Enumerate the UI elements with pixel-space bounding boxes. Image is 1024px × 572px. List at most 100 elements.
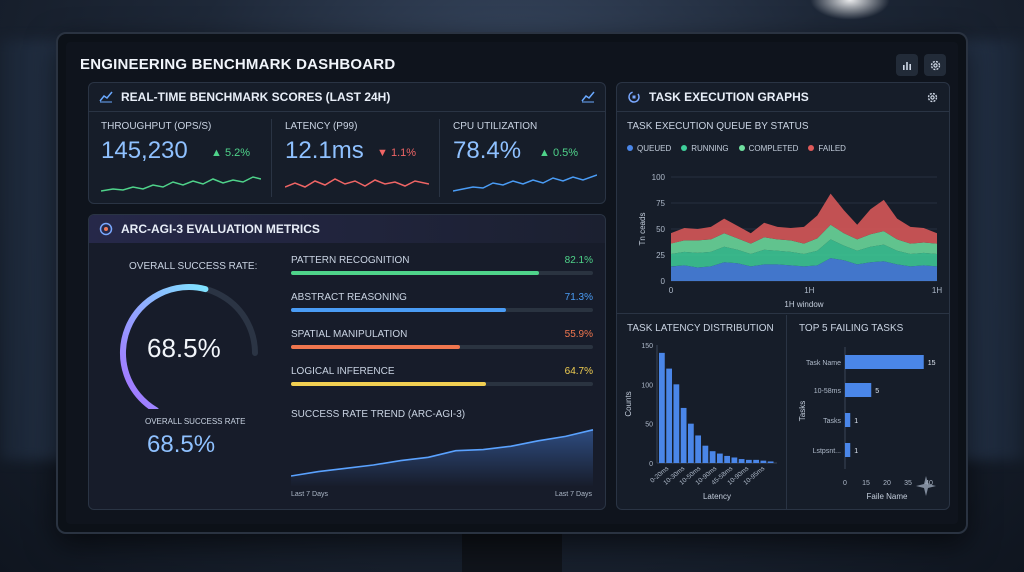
x-tick-label: 1H (932, 286, 942, 295)
trend-line-icon[interactable] (581, 91, 595, 103)
series-area-running (671, 239, 937, 268)
overall-success-value-secondary: 68.5% (147, 431, 216, 458)
failing-bar (845, 355, 924, 369)
trend-x-left: Last 7 Days (291, 491, 328, 498)
metric-label: LATENCY (P99) (285, 121, 358, 132)
metric-delta-value: 5.2% (224, 147, 251, 159)
divider (617, 111, 949, 112)
metric-bar-track (291, 308, 593, 312)
legend-label: FAILED (818, 143, 846, 153)
series-area-queued (671, 258, 937, 281)
metric-bar-fill (291, 308, 507, 312)
bar-value-label: 1 (854, 448, 858, 455)
gauge-fill (119, 284, 209, 409)
x-axis-label: Faile Name (867, 492, 908, 501)
latency-histogram: 1501005000-20ms10-30ms10-50ms10-90ms45-5… (624, 343, 777, 501)
category-label: Lstpsnt... (813, 448, 841, 455)
legend-label: QUEUED (637, 143, 672, 153)
histogram-bar (709, 451, 716, 463)
success-trend-chart (291, 429, 594, 487)
monitor-stand (462, 532, 562, 572)
throughput-sparkline (101, 176, 261, 192)
sparkle-icon (916, 476, 936, 496)
legend-label: COMPLETED (748, 143, 799, 153)
metric-delta-value: 0.5% (552, 147, 579, 159)
y-tick-label: 100 (641, 382, 653, 389)
x-axis-label: 1H window (784, 300, 823, 309)
category-label: Task Name (806, 360, 841, 367)
metric-delta-value: 1.1% (390, 147, 417, 159)
metric-bar-track (291, 382, 593, 386)
metric-bar-fill (291, 382, 487, 386)
metric-label: CPU UTILIZATION (453, 121, 538, 132)
metric-bar-value: 71.3% (564, 292, 593, 303)
legend-item: COMPLETED (738, 143, 799, 153)
metric-bar-track (291, 345, 593, 349)
y-tick-label: 50 (656, 225, 665, 234)
category-label: 10-58ms (814, 388, 842, 395)
y-tick-label: 0 (649, 461, 653, 468)
histogram-bar (760, 460, 767, 463)
chart-view-button[interactable] (896, 54, 918, 76)
legend-item: FAILED (808, 144, 846, 153)
failing-chart-panel: TOP 5 FAILING TASKS Task Name 15 10-58ms 5 T… (789, 315, 949, 509)
divider (89, 111, 605, 112)
ceiling-light (810, 0, 890, 20)
settings-button[interactable] (924, 54, 946, 76)
histogram-bar (738, 459, 745, 463)
queue-area-chart: 100 75 50 25 00 1H 1H 1H window Tn ceads (638, 173, 942, 309)
histogram-bar (659, 352, 665, 463)
failing-bar (845, 413, 851, 427)
legend-swatch (738, 145, 745, 151)
arc-panel-header: ARC-AGI-3 EVALUATION METRICS (89, 215, 605, 243)
bar-value-label: 5 (875, 388, 879, 395)
metric-bar-fill (291, 271, 539, 275)
y-tick-label: 0 (661, 277, 666, 286)
trend-line-icon (99, 91, 113, 103)
y-axis-label: Counts (624, 391, 633, 416)
x-tick-label: 15 (862, 480, 870, 487)
realtime-panel: REAL-TIME BENCHMARK SCORES (LAST 24H) TH… (88, 82, 606, 204)
metric-delta: ▲ 5.2% (211, 147, 250, 159)
x-tick-label: 40 (925, 480, 933, 487)
metric-label: THROUGHPUT (OPS/S) (101, 121, 212, 132)
trend-area (291, 429, 593, 487)
arrow-up-icon: ▲ (211, 147, 225, 159)
trend-x-right: Last 7 Days (555, 491, 592, 498)
bar-value-label: 15 (928, 360, 936, 367)
histogram-bar (731, 457, 738, 463)
failing-bar (845, 443, 851, 457)
metric-bar-label: PATTERN RECOGNITION (291, 255, 410, 266)
arc-panel-title: ARC-AGI-3 EVALUATION METRICS (121, 222, 320, 236)
legend-item: RUNNING (681, 143, 729, 153)
latency-sparkline (285, 178, 429, 188)
bar-value-label: 1 (854, 418, 858, 425)
histogram-bar (702, 445, 709, 463)
dashboard-screen: ENGINEERING BENCHMARK DASHBOARD REAL-TIM… (66, 42, 958, 524)
realtime-panel-title: REAL-TIME BENCHMARK SCORES (LAST 24H) (121, 90, 391, 104)
queue-chart-title: TASK EXECUTION QUEUE BY STATUS (627, 121, 809, 132)
metric-bar-value: 82.1% (564, 255, 593, 266)
overall-success-label: OVERALL SUCCESS RATE: (129, 261, 258, 272)
histogram-bar (724, 455, 730, 463)
metric-delta: ▲ 0.5% (539, 147, 578, 159)
legend-item: QUEUED (627, 144, 671, 153)
legend-swatch (808, 145, 815, 151)
metric-bar-value: 64.7% (564, 366, 593, 377)
histogram-bar (666, 368, 672, 463)
metric-value: 145,230 (101, 137, 188, 164)
failing-tasks-chart: Task Name 15 10-58ms 5 Tasks 1 Lstpsnt... 1 0 15 2… (798, 347, 936, 501)
legend-label: RUNNING (691, 143, 729, 153)
metric-bar-value: 55.9% (564, 329, 593, 340)
y-tick-label: 50 (645, 422, 653, 429)
x-tick-label: 20 (883, 480, 891, 487)
brain-icon (99, 222, 113, 236)
task-panel-title: TASK EXECUTION GRAPHS (649, 90, 809, 104)
queue-legend: QUEUED RUNNING COMPLETED FAILED (627, 138, 856, 156)
x-axis-label: Latency (703, 492, 731, 501)
gear-icon[interactable] (926, 91, 939, 104)
metric-bar-label: LOGICAL INFERENCE (291, 366, 395, 377)
trend-title: SUCCESS RATE TREND (ARC-AGI-3) (291, 409, 466, 420)
y-tick-label: 25 (656, 251, 665, 260)
arrow-up-icon: ▲ (539, 147, 553, 159)
